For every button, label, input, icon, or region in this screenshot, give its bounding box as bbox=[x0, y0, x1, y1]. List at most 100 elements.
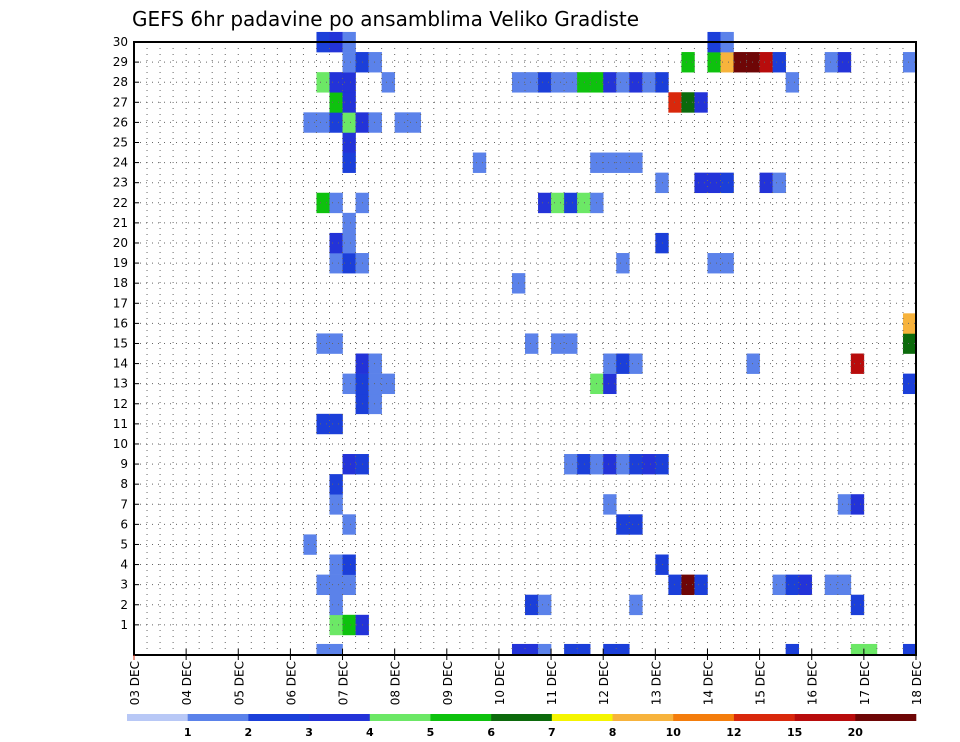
heatmap-cell bbox=[316, 643, 330, 656]
x-tick-label: 14 DEC bbox=[701, 661, 715, 705]
heatmap-cell bbox=[902, 52, 917, 73]
heatmap-cell bbox=[316, 333, 330, 354]
heatmap-cell bbox=[616, 353, 630, 374]
heatmap-cell bbox=[772, 574, 786, 596]
heatmap-cell bbox=[785, 574, 799, 596]
heatmap-cell bbox=[551, 192, 565, 214]
heatmap-cell bbox=[759, 172, 773, 194]
heatmap-cell bbox=[824, 52, 839, 73]
colorbar-swatch bbox=[248, 714, 310, 721]
x-tick-label: 03 DEC bbox=[128, 661, 142, 705]
grid-layer bbox=[133, 41, 917, 655]
heatmap-cell bbox=[902, 313, 917, 334]
colorbar-swatch bbox=[733, 714, 795, 721]
heatmap-cell bbox=[329, 554, 343, 575]
colorbar-tick-label: 12 bbox=[726, 726, 741, 739]
heatmap-cell bbox=[850, 353, 865, 374]
heatmap-cell bbox=[316, 574, 330, 596]
heatmap-cell bbox=[329, 192, 343, 214]
heatmap-cell bbox=[668, 92, 682, 113]
y-tick-label: 12 bbox=[113, 397, 128, 411]
heatmap-cell bbox=[616, 72, 630, 93]
heatmap-cell bbox=[329, 253, 343, 274]
heatmap-cell bbox=[837, 52, 852, 73]
x-tick-label: 13 DEC bbox=[649, 661, 663, 705]
heatmap-cell bbox=[316, 413, 330, 435]
heatmap-cell bbox=[902, 643, 917, 656]
heatmap-cell bbox=[798, 574, 813, 596]
y-tick-label: 4 bbox=[120, 558, 128, 572]
x-tick-label: 06 DEC bbox=[284, 661, 298, 705]
heatmap-cell bbox=[629, 72, 643, 93]
y-tick-label: 8 bbox=[120, 477, 128, 491]
y-tick-label: 2 bbox=[120, 598, 128, 612]
heatmap-cell bbox=[342, 554, 356, 575]
y-tick-label: 20 bbox=[113, 236, 128, 250]
heatmap-cell bbox=[746, 353, 760, 374]
heatmap-cell bbox=[316, 112, 330, 133]
heatmap-cell bbox=[694, 92, 708, 113]
heatmap-cell bbox=[342, 92, 356, 113]
heatmap-cell bbox=[850, 594, 865, 616]
heatmap-cell bbox=[603, 72, 617, 93]
heatmap-cell bbox=[746, 52, 760, 73]
heatmap-cell bbox=[642, 454, 656, 475]
heatmap-cell bbox=[707, 52, 721, 73]
heatmap-cell bbox=[616, 253, 630, 274]
y-tick-label: 17 bbox=[113, 296, 128, 310]
heatmap-cell bbox=[538, 72, 552, 93]
heatmap-cell bbox=[329, 333, 343, 354]
heatmap-cell bbox=[655, 232, 669, 254]
heatmap-cell bbox=[629, 514, 643, 535]
heatmap-cell bbox=[342, 212, 356, 234]
heatmap-cell bbox=[329, 643, 343, 656]
y-tick-label: 16 bbox=[113, 316, 128, 330]
colorbar-swatch bbox=[430, 714, 492, 721]
plot-frame bbox=[133, 41, 917, 656]
heatmap-cell bbox=[707, 253, 721, 274]
x-axis: 03 DEC 04 DEC 05 DEC 06 DEC 07 DEC 08 DEC 09 D… bbox=[128, 649, 924, 705]
heatmap-cell bbox=[316, 72, 330, 93]
heatmap-cell bbox=[342, 132, 356, 153]
heatmap-cell bbox=[655, 454, 669, 475]
heatmap-cell bbox=[616, 514, 630, 535]
heatmap-cell bbox=[329, 494, 343, 515]
y-tick-label: 9 bbox=[120, 457, 128, 471]
heatmap-cell bbox=[538, 192, 552, 214]
heatmap-cell bbox=[850, 494, 865, 515]
heatmap-cell bbox=[785, 72, 799, 93]
colorbar-legend: 1 2 3 4 5 6 7 8 10 12 15 20 bbox=[127, 714, 917, 739]
cells-layer bbox=[303, 31, 917, 656]
heatmap-cell bbox=[564, 72, 578, 93]
colorbar-swatch bbox=[551, 714, 613, 721]
colorbar-tick-label: 8 bbox=[609, 726, 617, 739]
heatmap-cell bbox=[368, 373, 382, 395]
heatmap-cell bbox=[538, 594, 552, 616]
heatmap-cell bbox=[629, 454, 643, 475]
y-tick-label: 29 bbox=[113, 55, 128, 69]
heatmap-cell bbox=[616, 152, 630, 173]
heatmap-cell bbox=[694, 574, 708, 596]
heatmap-cell bbox=[329, 413, 343, 435]
heatmap-cell bbox=[772, 172, 786, 194]
y-tick-label: 6 bbox=[120, 517, 128, 531]
heatmap-cell bbox=[902, 333, 917, 354]
colorbar-tick-label: 5 bbox=[427, 726, 435, 739]
heatmap-cell bbox=[850, 643, 865, 656]
x-tick-label: 16 DEC bbox=[806, 661, 820, 705]
heatmap-cell bbox=[681, 52, 695, 73]
heatmap-cell bbox=[329, 614, 343, 636]
heatmap-cell bbox=[329, 72, 343, 93]
heatmap-cell bbox=[329, 594, 343, 616]
heatmap-cell bbox=[564, 192, 578, 214]
y-tick-label: 26 bbox=[113, 115, 128, 129]
heatmap-cell bbox=[603, 373, 617, 395]
y-tick-label: 14 bbox=[113, 357, 128, 371]
heatmap-cell bbox=[472, 152, 487, 173]
heatmap-cell bbox=[342, 72, 356, 93]
heatmap-cell bbox=[342, 152, 356, 173]
heatmap-cell bbox=[720, 172, 734, 194]
heatmap-cell bbox=[577, 72, 591, 93]
heatmap-cell bbox=[329, 112, 343, 133]
y-axis: 1234567891011121314151617181920212223242… bbox=[113, 35, 139, 632]
